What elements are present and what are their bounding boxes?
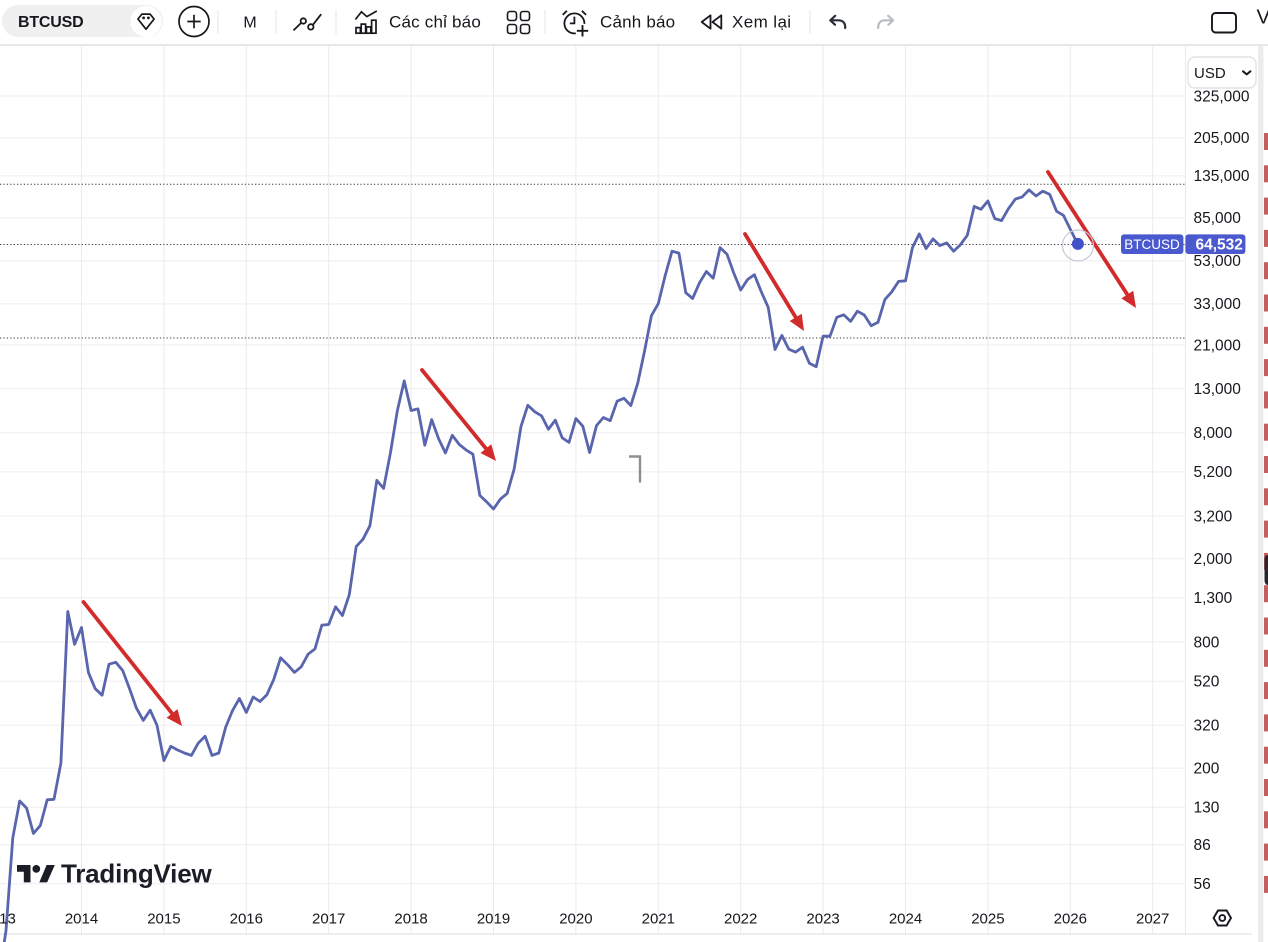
svg-text:2,000: 2,000 <box>1194 551 1233 568</box>
svg-text:21,000: 21,000 <box>1194 337 1242 354</box>
svg-text:2016: 2016 <box>230 910 263 927</box>
svg-text:Các chỉ báo: Các chỉ báo <box>389 13 481 32</box>
svg-text:2027: 2027 <box>1136 910 1169 927</box>
svg-text:1,300: 1,300 <box>1194 590 1233 607</box>
svg-text:2015: 2015 <box>147 910 180 927</box>
svg-text:56: 56 <box>1194 876 1211 893</box>
svg-text:BTCUSD: BTCUSD <box>1124 237 1180 252</box>
svg-text:800: 800 <box>1194 634 1220 651</box>
svg-text:2026: 2026 <box>1054 910 1087 927</box>
svg-text:53,000: 53,000 <box>1194 253 1242 270</box>
svg-text:8,000: 8,000 <box>1194 425 1233 442</box>
svg-text:Cảnh báo: Cảnh báo <box>600 13 675 32</box>
svg-text:86: 86 <box>1194 837 1211 854</box>
svg-text:320: 320 <box>1194 718 1220 735</box>
svg-text:Xem lại: Xem lại <box>732 13 792 32</box>
svg-text:205,000: 205,000 <box>1194 130 1250 147</box>
svg-text:5,200: 5,200 <box>1194 464 1233 481</box>
svg-text:2023: 2023 <box>806 910 839 927</box>
svg-text:325,000: 325,000 <box>1194 88 1250 105</box>
svg-text:USD: USD <box>1194 65 1226 82</box>
svg-text:2014: 2014 <box>65 910 98 927</box>
svg-text:2022: 2022 <box>724 910 757 927</box>
svg-text:64,532: 64,532 <box>1196 237 1243 254</box>
svg-text:2018: 2018 <box>394 910 427 927</box>
svg-text:2021: 2021 <box>642 910 675 927</box>
svg-text:135,000: 135,000 <box>1194 168 1250 185</box>
svg-text:13,000: 13,000 <box>1194 381 1242 398</box>
svg-text:V: V <box>1257 6 1268 29</box>
svg-text:3,200: 3,200 <box>1194 508 1233 525</box>
svg-text:2017: 2017 <box>312 910 345 927</box>
svg-text:TradingView: TradingView <box>61 858 212 888</box>
svg-text:130: 130 <box>1194 800 1220 817</box>
svg-text:33,000: 33,000 <box>1194 296 1242 313</box>
svg-text:520: 520 <box>1194 674 1220 691</box>
svg-text:2019: 2019 <box>477 910 510 927</box>
svg-text:2024: 2024 <box>889 910 922 927</box>
svg-text:200: 200 <box>1194 760 1220 777</box>
svg-text:85,000: 85,000 <box>1194 210 1242 227</box>
svg-text:2025: 2025 <box>971 910 1004 927</box>
svg-text:M: M <box>243 15 256 32</box>
svg-text:2013: 2013 <box>0 910 16 927</box>
svg-text:2020: 2020 <box>559 910 592 927</box>
